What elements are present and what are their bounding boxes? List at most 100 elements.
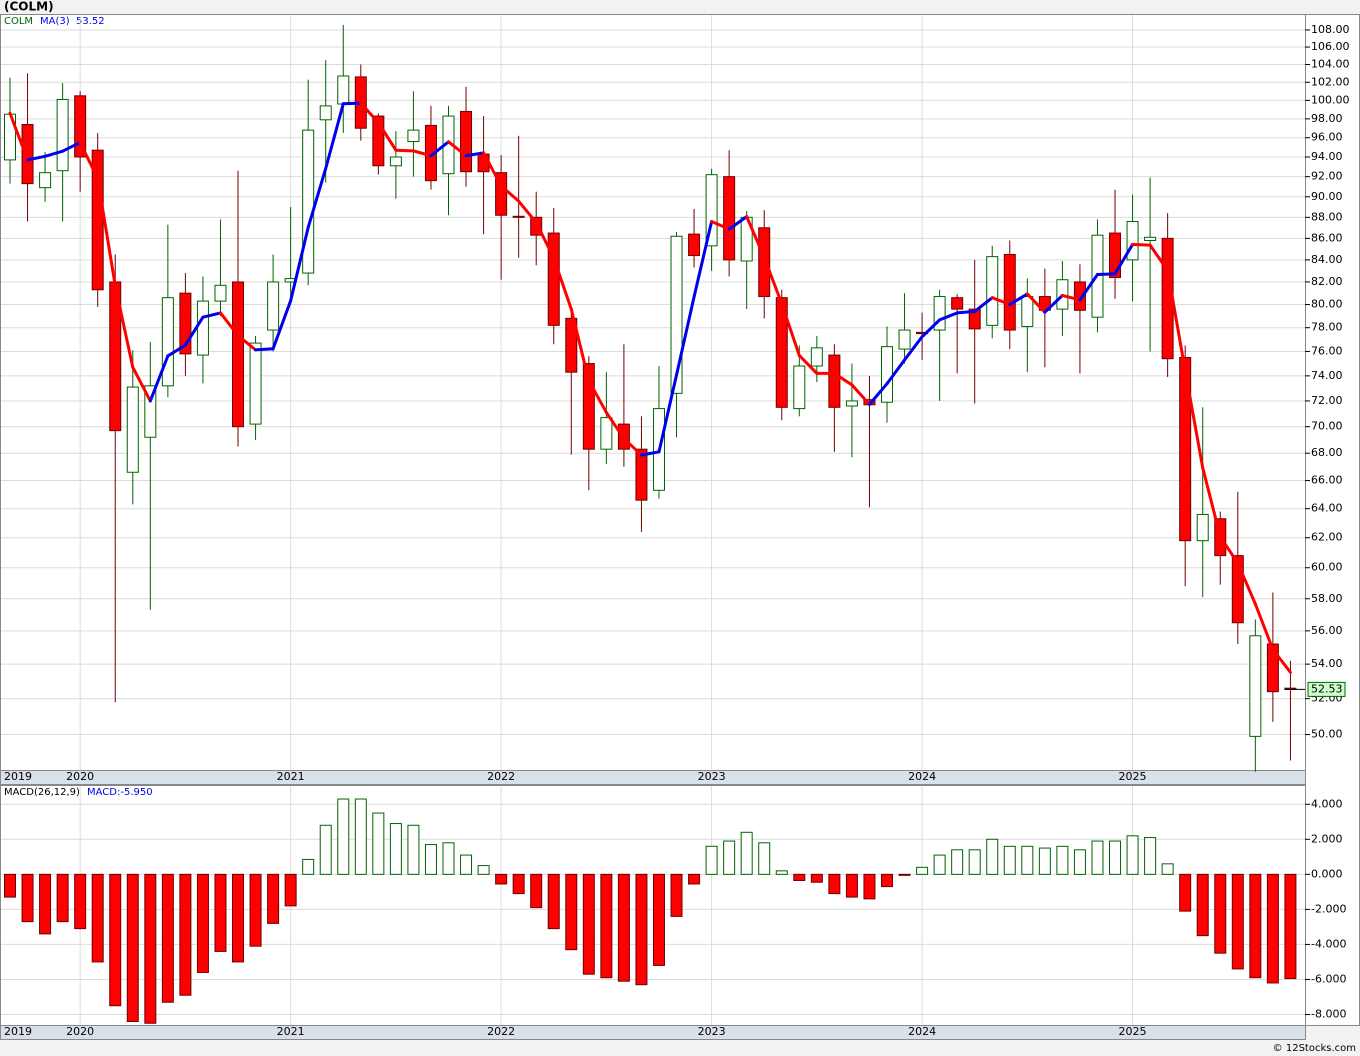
macd-bar [302,858,315,875]
y-tick-label: -6.000 [1311,972,1346,985]
ma-segment [1166,269,1187,373]
macd-bar [863,873,876,900]
candle-body [530,216,543,236]
y-tick-label: 108.00 [1311,23,1350,36]
macd-bar [793,873,806,881]
ma-segment [639,450,661,457]
candle-body [705,174,718,247]
y-tick-label: 82.00 [1311,275,1343,288]
macd-bar [547,873,560,930]
macd-bar [267,873,280,924]
macd-bar [1109,840,1122,875]
candle-body [337,75,350,105]
macd-bar [1144,837,1157,875]
macd-bar [39,873,52,935]
x-tick-label: 2025 [1119,770,1147,783]
y-tick-label: -4.000 [1311,937,1346,950]
y-tick-label: 4.000 [1311,797,1343,810]
candle-body [810,347,823,367]
candle-body [600,417,613,450]
candle-body [1003,253,1016,331]
ma-segment [1113,242,1135,276]
macd-bar [705,845,718,875]
candle-body [460,110,473,173]
x-tick-label: 2020 [66,770,94,783]
y-tick-label: 80.00 [1311,298,1343,311]
macd-bar [740,831,753,875]
candle-body [828,354,841,408]
candle-body [407,129,420,143]
ma-segment [1148,243,1170,273]
candle-body [21,123,34,185]
candle-body [1073,281,1086,311]
ma-segment [990,296,1012,307]
candle-body [1109,232,1122,278]
y-tick-label: 58.00 [1311,592,1343,605]
y-tick-label: 88.00 [1311,210,1343,223]
y-tick-label: 76.00 [1311,344,1343,357]
candle-body [670,235,683,394]
candle-body [144,385,157,438]
ma-segment [201,311,222,319]
legend-ma: MA(3) [40,16,70,27]
macd-bar [249,873,262,947]
macd-bar [810,873,823,883]
candle-body [565,317,578,373]
macd-bar [1021,845,1034,875]
macd-bar [354,798,367,875]
macd-bar [179,873,192,996]
y-tick-label: 96.00 [1311,131,1343,144]
candle-body [547,232,560,326]
y-tick-label: 100.00 [1311,93,1350,106]
macd-bar [530,873,543,909]
ma-segment [903,335,924,362]
y-tick-label: 74.00 [1311,369,1343,382]
macd-bar [565,873,578,951]
ma-segment [1131,242,1152,247]
macd-bar [214,873,227,952]
candle-body [881,346,893,403]
ma-segment [1183,369,1205,470]
macd-bar [617,873,630,982]
x-tick-label: 2019 [4,1025,32,1038]
ma-segment [569,307,591,383]
macd-bar [1196,873,1209,937]
y-tick-label: 84.00 [1311,253,1343,266]
candle-body [74,95,87,158]
ma-segment [1078,272,1099,302]
y-tick-label: 66.00 [1311,474,1343,487]
ma-segment [832,371,854,387]
macd-bar [828,873,841,895]
candle-body [951,297,964,310]
ma-segment [289,225,310,303]
price-panel [0,14,1306,771]
candle-body [56,98,69,172]
ma-segment [534,221,556,260]
y-tick-label: 94.00 [1311,150,1343,163]
ma-segment [1201,466,1222,539]
ma-segment [113,284,135,369]
ma-segment [762,255,784,306]
macd-bar [460,854,473,875]
candle-body [635,448,648,501]
y-tick-label: 98.00 [1311,112,1343,125]
ma-segment [341,101,363,106]
y-tick-label: 50.00 [1311,728,1343,741]
ma-segment [1236,561,1257,606]
ma-segment [1218,535,1240,565]
y-tick-label: 90.00 [1311,190,1343,203]
macd-bar [4,873,16,898]
macd-title: MACD(26,12,9) [4,787,80,798]
ma-segment [324,102,345,170]
macd-bar [126,873,139,1022]
candle-body [267,281,280,331]
macd-bar [758,842,771,875]
y-tick-label: 70.00 [1311,420,1343,433]
candle-body [1249,635,1262,737]
candle-body [232,281,245,428]
macd-bar [319,824,332,875]
ma-segment [96,177,117,288]
legend-ma-value: 53.52 [76,16,105,27]
candle-body [582,363,595,450]
macd-bar [1003,845,1016,875]
